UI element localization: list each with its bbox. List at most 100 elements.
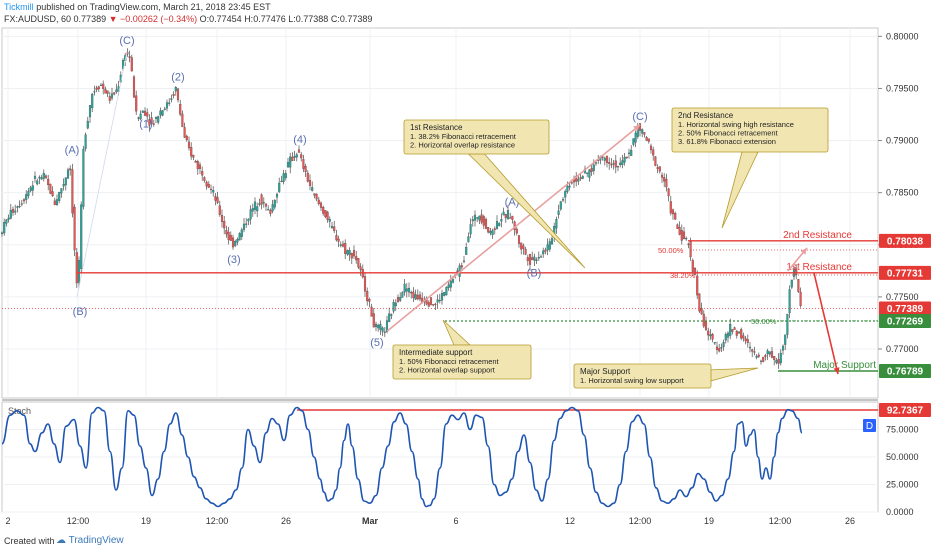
candle-body xyxy=(764,355,767,357)
stoch-badge-bg xyxy=(879,402,931,417)
candle-body xyxy=(198,164,202,169)
candle-body xyxy=(742,335,745,339)
candle-body xyxy=(432,304,435,306)
candle-body xyxy=(436,299,439,303)
candle-body xyxy=(58,192,61,201)
candle-body xyxy=(487,227,490,233)
candle-body xyxy=(306,172,309,182)
candle-body xyxy=(559,201,562,210)
candle-body xyxy=(31,185,34,191)
candle-body xyxy=(315,193,318,200)
candle-body xyxy=(304,166,307,172)
candle-body xyxy=(491,230,494,236)
candle-body xyxy=(548,241,551,250)
callout-title: Intermediate support xyxy=(399,348,473,357)
candle-body xyxy=(363,276,367,292)
candle-body xyxy=(99,84,103,87)
stoch-tick-label: 25.0000 xyxy=(886,480,919,490)
wave-label: (B) xyxy=(527,267,542,279)
candle-body xyxy=(174,87,177,92)
y-tick-label: 0.80000 xyxy=(886,31,919,41)
candle-body xyxy=(489,231,492,234)
stoch-d-badge-bg xyxy=(863,419,876,432)
price-badge-label: 0.78038 xyxy=(887,236,924,247)
candle-body xyxy=(40,177,43,180)
callout-box xyxy=(403,119,550,155)
candle-body xyxy=(25,194,28,200)
candle-body xyxy=(291,156,294,162)
price-pane xyxy=(1,27,879,399)
candle-body xyxy=(493,228,496,231)
candle-body xyxy=(132,76,136,98)
candle-body xyxy=(737,331,741,334)
second-resistance-name: 2nd Resistance xyxy=(783,230,852,241)
candle-body xyxy=(377,325,380,329)
candle-body xyxy=(638,123,642,131)
candle-body xyxy=(253,201,257,210)
candle-body xyxy=(3,222,6,234)
callout-line: 2. 50% Fibonacci retracement xyxy=(678,129,779,138)
candle-body xyxy=(264,203,268,207)
candle-body xyxy=(770,351,774,358)
candle-body xyxy=(311,187,314,191)
candle-body xyxy=(357,258,360,268)
candle-body xyxy=(443,292,446,296)
candle-body xyxy=(399,297,402,301)
candle-body xyxy=(696,275,699,296)
candle-body xyxy=(141,110,144,113)
candle-body xyxy=(557,210,560,215)
candle-body xyxy=(467,236,470,243)
candle-body xyxy=(744,338,747,341)
candle-body xyxy=(108,96,111,101)
candle-body xyxy=(137,117,140,119)
candle-body xyxy=(449,280,452,288)
candle-body xyxy=(346,250,349,255)
candle-body xyxy=(5,219,8,224)
candle-body xyxy=(368,299,371,302)
candle-body xyxy=(335,235,338,241)
price-badge: 0.76789 xyxy=(879,364,931,379)
x-tick-label: 19 xyxy=(704,516,714,526)
candle-body xyxy=(610,163,613,166)
candle-body xyxy=(592,164,595,171)
candle-body xyxy=(689,241,692,258)
candle-body xyxy=(526,257,529,261)
candle-body xyxy=(440,293,444,301)
candle-body xyxy=(88,105,92,118)
candle-body xyxy=(216,197,219,203)
candle-body xyxy=(704,320,708,330)
candle-body xyxy=(139,113,142,120)
symbol-name: FX:AUDUSD, 60 xyxy=(4,14,72,24)
candle-body xyxy=(326,211,329,220)
x-tick-label: 12:00 xyxy=(629,516,652,526)
callout-line: 1. 38.2% Fibonacci retracement xyxy=(410,132,517,141)
callout-title: Major Support xyxy=(580,367,631,376)
candle-body xyxy=(590,168,593,172)
x-tick-label: Mar xyxy=(362,516,379,526)
candle-body xyxy=(759,360,763,362)
candle-body xyxy=(82,148,85,207)
candle-body xyxy=(218,205,221,215)
candle-body xyxy=(634,132,637,143)
candle-body xyxy=(69,168,72,171)
candle-body xyxy=(500,218,503,222)
candle-body xyxy=(374,323,378,327)
candle-body xyxy=(555,219,558,229)
price-badge: 0.77731 xyxy=(879,265,931,280)
candle-body xyxy=(165,102,169,109)
callout-title: 1st Resistance xyxy=(410,123,463,132)
publisher-name[interactable]: Tickmill xyxy=(4,2,34,12)
candle-body xyxy=(66,169,70,179)
candle-body xyxy=(249,209,252,220)
price-badge-bg xyxy=(879,364,931,379)
candle-body xyxy=(275,193,279,198)
candle-body xyxy=(773,356,776,360)
candle-body xyxy=(344,243,347,254)
y-tick-label: 0.79000 xyxy=(886,136,919,146)
candle-body xyxy=(355,256,358,261)
price-badge-label: 0.77389 xyxy=(887,304,924,315)
tradingview-logo-icon[interactable]: ☁ TradingView xyxy=(56,535,124,546)
